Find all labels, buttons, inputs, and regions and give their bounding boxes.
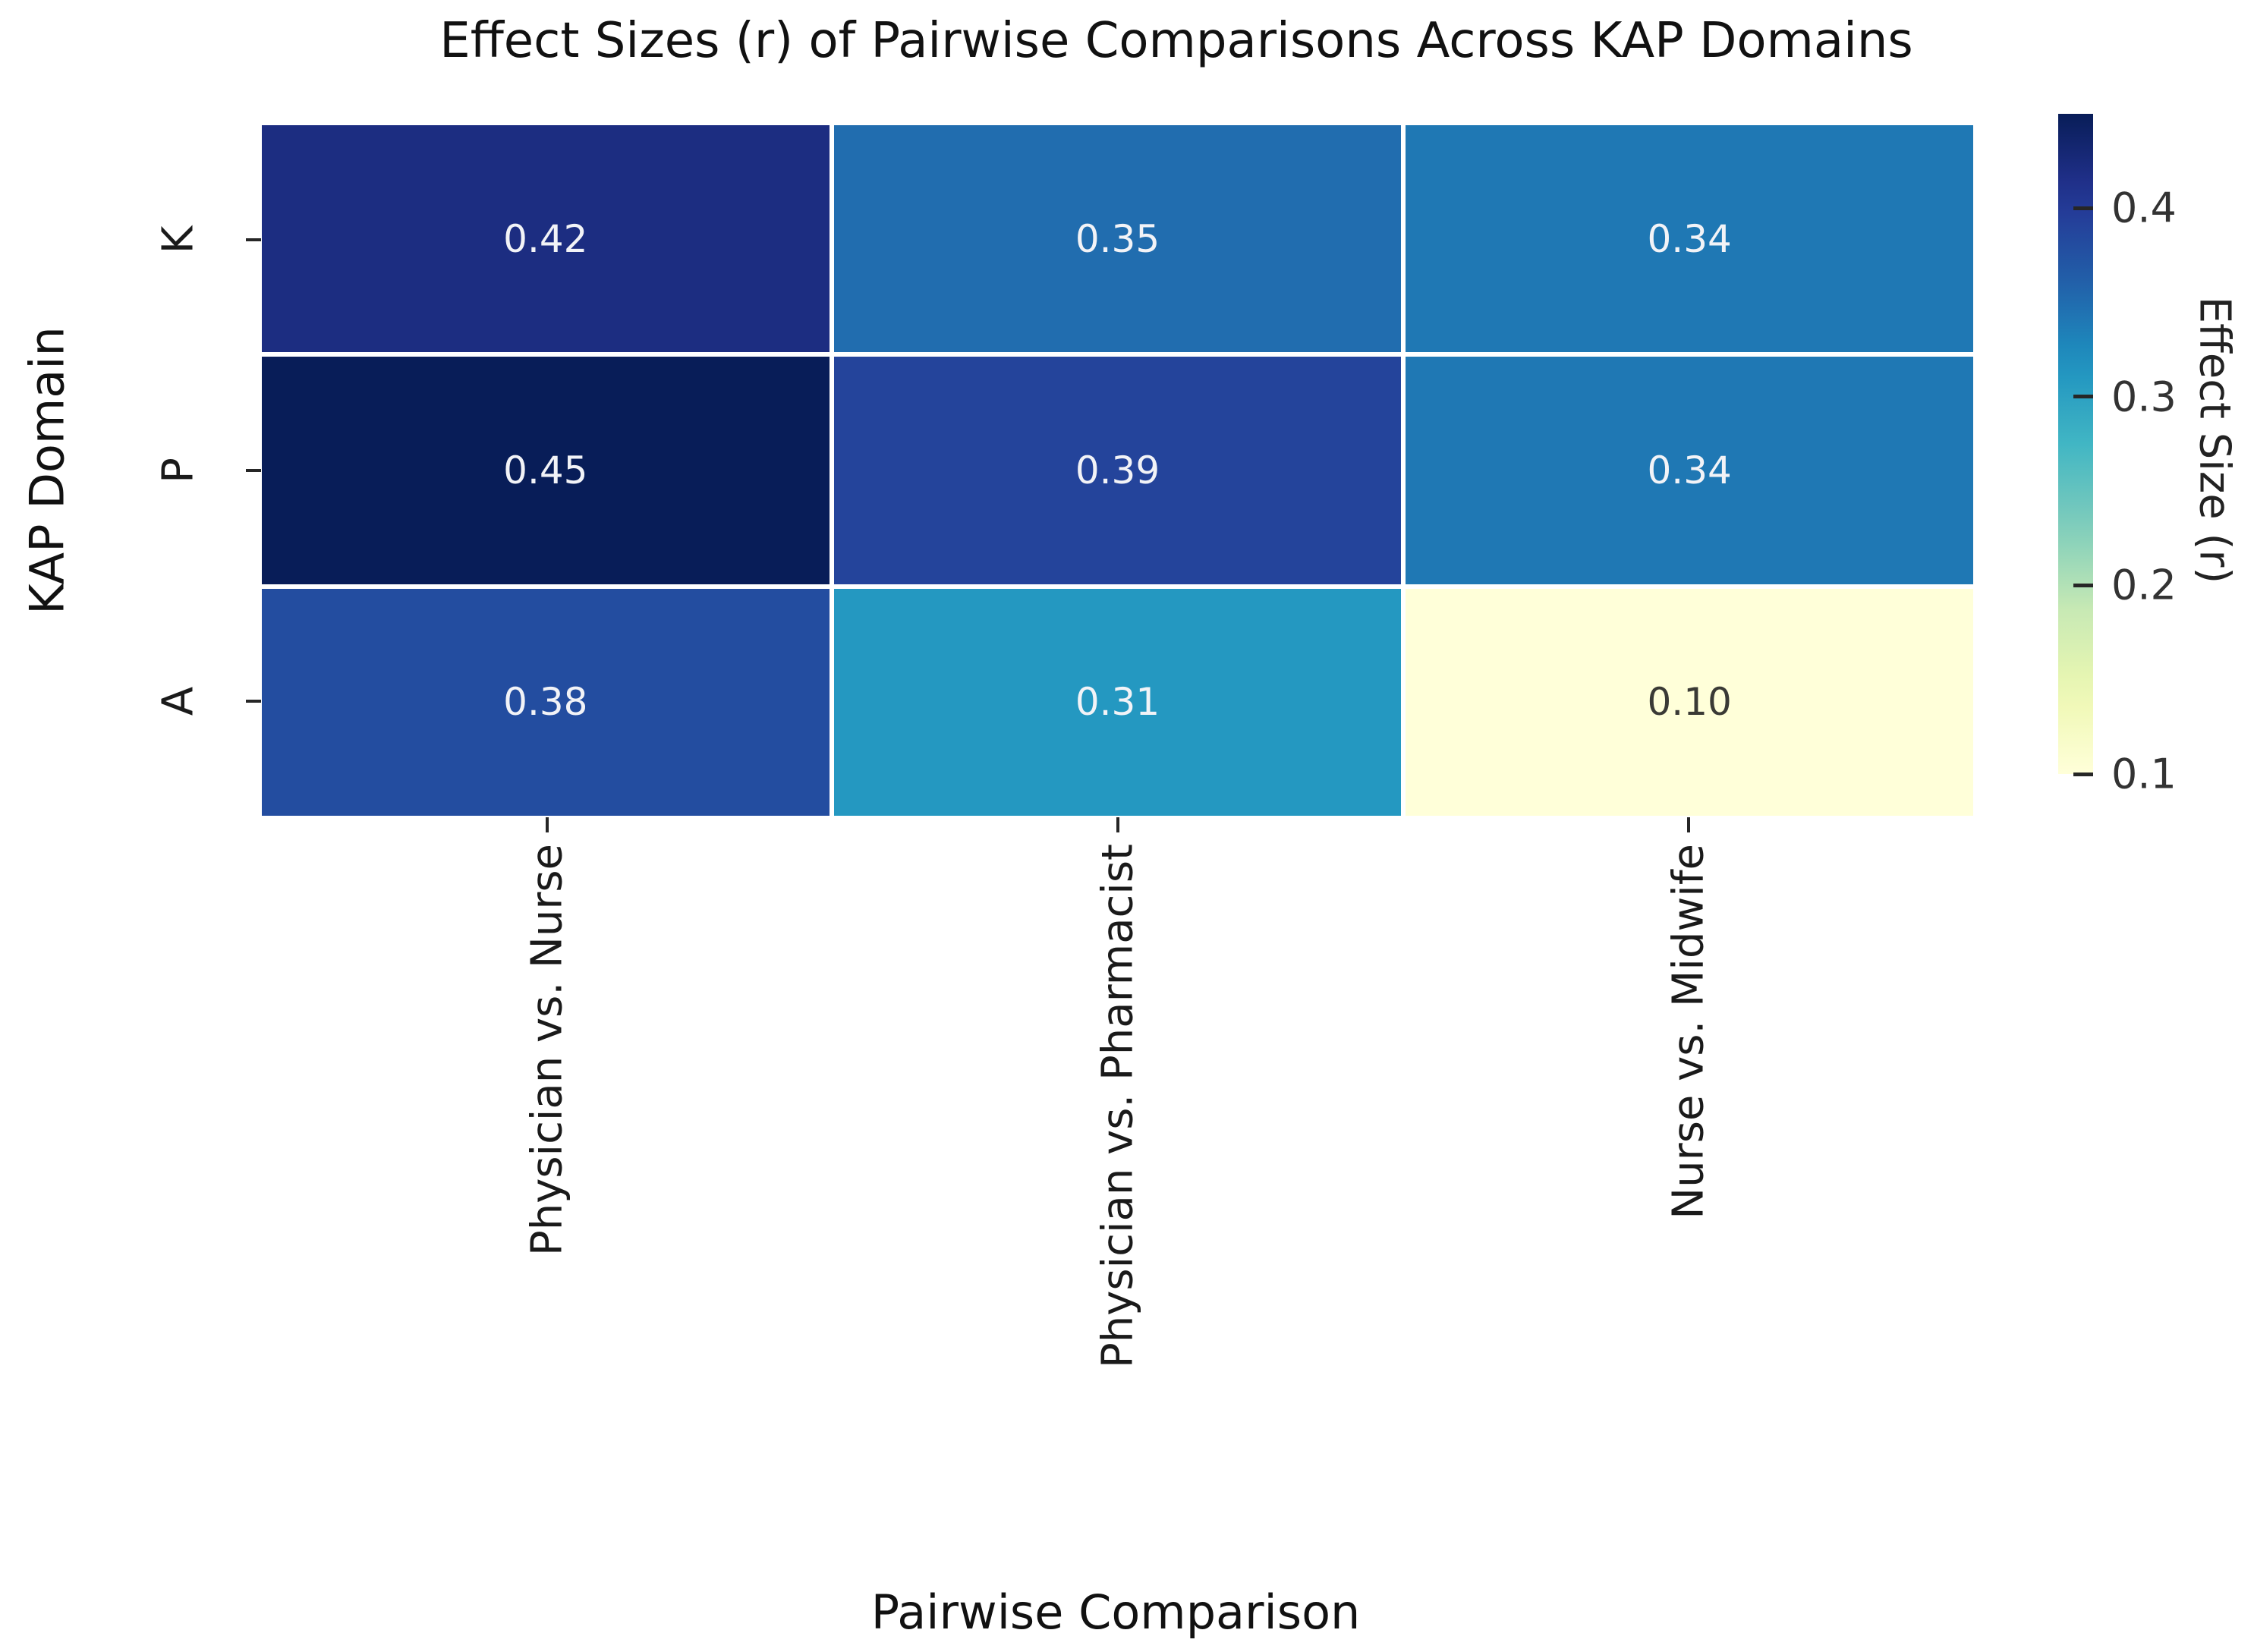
y-tick-mark — [246, 238, 261, 241]
heatmap-cell-value: 0.35 — [1075, 216, 1160, 261]
y-tick-mark — [246, 469, 261, 472]
heatmap-cell: 0.39 — [833, 357, 1402, 584]
heatmap-grid: 0.42 0.35 0.34 0.45 0.39 0.34 0.38 0.31 0.10 — [262, 125, 1973, 816]
heatmap-cell: 0.35 — [833, 125, 1402, 353]
heatmap-cell-value: 0.38 — [503, 680, 588, 725]
y-tick-label: P — [153, 458, 203, 483]
y-tick-mark — [246, 700, 261, 703]
heatmap-cell-value: 0.42 — [503, 216, 588, 261]
colorbar-tick-mark — [2073, 206, 2093, 210]
heatmap-cell-value: 0.34 — [1647, 216, 1732, 261]
x-tick-mark — [1116, 817, 1119, 832]
heatmap-cell: 0.42 — [262, 125, 830, 353]
x-tick-label: Physician vs. Nurse — [522, 844, 572, 1257]
heatmap-cell-value: 0.34 — [1647, 448, 1732, 492]
colorbar-label: Effect Size (r) — [2189, 296, 2240, 584]
x-tick-label: Nurse vs. Midwife — [1664, 844, 1714, 1219]
x-tick-mark — [546, 817, 549, 832]
colorbar-tick-label: 0.1 — [2111, 750, 2177, 798]
colorbar-gradient — [2058, 114, 2093, 774]
heatmap-cell-value: 0.10 — [1647, 680, 1732, 725]
heatmap-cell: 0.34 — [1406, 125, 1973, 353]
colorbar-tick-mark — [2073, 583, 2093, 587]
x-tick-label: Physician vs. Pharmacist — [1093, 844, 1143, 1368]
heatmap-cell-value: 0.39 — [1075, 448, 1160, 492]
colorbar-tick-mark — [2073, 395, 2093, 399]
heatmap-cell: 0.31 — [833, 588, 1402, 816]
x-axis-label: Pairwise Comparison — [870, 1584, 1361, 1640]
y-tick-label: K — [153, 225, 203, 254]
heatmap-cell-value: 0.45 — [503, 448, 588, 492]
y-axis-label: KAP Domain — [19, 326, 75, 615]
colorbar-tick-label: 0.2 — [2111, 561, 2177, 609]
colorbar-tick-label: 0.3 — [2111, 373, 2177, 421]
heatmap-cell: 0.34 — [1406, 357, 1973, 584]
y-tick-label: A — [153, 686, 203, 716]
heatmap-cell: 0.45 — [262, 357, 830, 584]
x-tick-mark — [1687, 817, 1690, 832]
heatmap-cell-value: 0.31 — [1075, 680, 1160, 725]
heatmap-cell: 0.10 — [1406, 588, 1973, 816]
colorbar-tick-label: 0.4 — [2111, 184, 2177, 232]
colorbar-tick-mark — [2073, 772, 2093, 776]
heatmap-cell: 0.38 — [262, 588, 830, 816]
chart-title: Effect Sizes (r) of Pairwise Comparisons… — [439, 13, 1913, 69]
